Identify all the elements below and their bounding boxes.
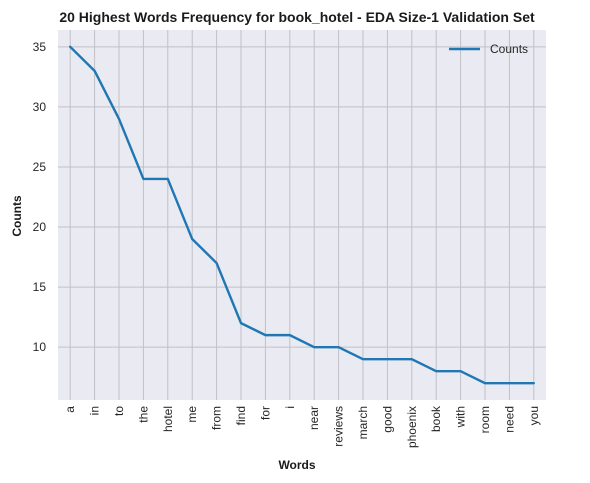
x-tick-label: i (283, 406, 297, 409)
x-tick-label: me (185, 406, 199, 423)
x-gridlines (69, 30, 535, 400)
x-tick-label: phoenix (405, 406, 419, 448)
legend: Counts (449, 42, 528, 56)
series-line-counts (68, 45, 535, 385)
x-tick-label: need (502, 406, 516, 433)
y-tick-label: 15 (33, 280, 47, 294)
x-tick-label: a (63, 406, 77, 413)
x-tick-label: to (112, 406, 126, 416)
x-tick-label: reviews (332, 406, 346, 447)
x-tick-labels: a in to the hotel me from find for i near reviews ma… (63, 405, 541, 448)
x-tick-label: with (454, 406, 468, 428)
y-axis-label: Counts (10, 195, 24, 237)
y-tick-labels: 10 15 20 25 30 35 (33, 40, 47, 354)
x-tick-label: room (478, 406, 492, 433)
y-tick-label: 30 (33, 100, 47, 114)
x-tick-label: book (429, 405, 443, 432)
x-tick-label: for (258, 406, 272, 420)
y-tick-label: 35 (33, 40, 47, 54)
y-tick-label: 20 (33, 220, 47, 234)
x-tick-label: you (527, 406, 541, 425)
x-tick-label: good (380, 406, 394, 433)
x-tick-label: near (307, 406, 321, 430)
y-tick-label: 25 (33, 160, 47, 174)
plot-area (58, 30, 546, 400)
chart-title: 20 Highest Words Frequency for book_hote… (59, 9, 535, 25)
x-tick-label: hotel (161, 406, 175, 432)
x-tick-label: find (234, 406, 248, 425)
x-tick-label: from (210, 406, 224, 430)
x-tick-label: the (136, 406, 150, 423)
series-group (68, 45, 535, 385)
y-tick-label: 10 (33, 340, 47, 354)
x-tick-label: march (356, 406, 370, 439)
x-axis-label: Words (278, 458, 315, 472)
x-tick-label: in (88, 406, 102, 415)
legend-label-counts: Counts (490, 42, 528, 56)
